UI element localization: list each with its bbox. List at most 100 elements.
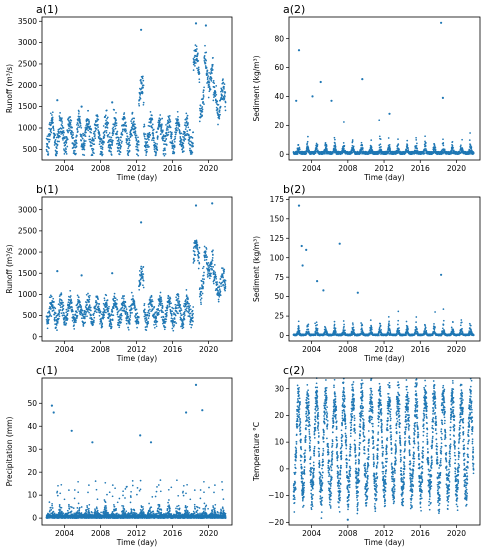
data-point bbox=[52, 129, 55, 131]
data-point bbox=[224, 101, 227, 104]
data-point bbox=[135, 145, 137, 148]
data-point bbox=[68, 303, 71, 306]
data-point bbox=[50, 315, 53, 317]
data-point bbox=[190, 150, 193, 152]
data-point bbox=[90, 314, 92, 317]
data-point bbox=[207, 262, 210, 264]
data-point bbox=[175, 124, 178, 127]
data-point bbox=[197, 259, 199, 262]
data-point bbox=[70, 133, 73, 136]
data-point bbox=[94, 137, 97, 140]
data-point bbox=[211, 67, 213, 69]
data-point bbox=[124, 128, 127, 131]
panel-a(1): 2004 2008 2012 2016 202050010001500200025003… bbox=[5, 3, 233, 182]
data-point bbox=[196, 247, 199, 249]
data-point bbox=[68, 124, 71, 126]
data-point bbox=[211, 259, 214, 262]
data-point bbox=[297, 49, 301, 52]
data-point bbox=[111, 143, 114, 145]
data-point bbox=[224, 105, 226, 108]
data-point bbox=[297, 320, 300, 323]
data-point bbox=[193, 257, 195, 260]
data-point bbox=[71, 306, 73, 308]
data-point bbox=[177, 119, 180, 121]
data-point bbox=[176, 110, 179, 113]
data-point bbox=[116, 313, 119, 316]
data-point bbox=[135, 138, 138, 141]
data-point bbox=[166, 133, 168, 136]
data-point bbox=[208, 81, 211, 84]
data-point bbox=[153, 150, 156, 153]
data-point bbox=[65, 151, 68, 153]
data-point bbox=[206, 276, 209, 278]
data-point bbox=[151, 305, 154, 307]
data-point bbox=[154, 323, 157, 326]
data-point bbox=[415, 144, 418, 147]
data-point bbox=[212, 249, 214, 252]
data-point bbox=[75, 321, 77, 323]
data-point bbox=[218, 115, 221, 118]
data-point bbox=[213, 82, 216, 85]
data-point bbox=[55, 136, 58, 139]
data-point bbox=[196, 54, 199, 56]
data-point bbox=[180, 138, 183, 141]
data-point bbox=[216, 111, 219, 113]
data-point bbox=[126, 312, 129, 314]
data-point bbox=[164, 149, 166, 151]
data-point bbox=[81, 136, 83, 138]
panel-title: a(1) bbox=[36, 3, 58, 16]
data-point bbox=[93, 133, 96, 135]
data-point bbox=[361, 147, 364, 150]
data-point bbox=[89, 138, 92, 141]
data-point bbox=[139, 97, 142, 100]
data-point bbox=[211, 250, 214, 253]
data-point bbox=[127, 315, 130, 318]
data-point bbox=[83, 146, 85, 149]
data-point bbox=[128, 150, 131, 152]
data-point bbox=[203, 55, 206, 57]
data-point bbox=[194, 44, 197, 46]
data-point bbox=[159, 291, 162, 294]
data-point bbox=[72, 133, 74, 136]
data-point bbox=[90, 128, 93, 131]
data-point bbox=[170, 302, 172, 305]
data-point bbox=[219, 290, 222, 293]
data-point bbox=[80, 133, 83, 136]
data-point bbox=[165, 314, 168, 316]
data-point bbox=[210, 80, 213, 82]
data-point bbox=[74, 313, 77, 316]
data-point bbox=[203, 245, 206, 248]
data-point bbox=[194, 22, 198, 25]
data-point bbox=[193, 56, 196, 59]
data-point bbox=[213, 86, 216, 88]
data-point bbox=[215, 277, 218, 280]
data-point bbox=[223, 88, 225, 90]
data-point bbox=[122, 128, 124, 131]
data-point bbox=[80, 105, 83, 108]
data-point bbox=[154, 144, 157, 147]
data-point bbox=[192, 142, 194, 145]
data-point bbox=[55, 326, 57, 329]
data-point bbox=[107, 316, 110, 319]
data-point bbox=[177, 294, 180, 296]
y-tick-label: 3000 bbox=[18, 205, 37, 214]
data-point bbox=[184, 122, 187, 124]
data-point bbox=[212, 93, 215, 96]
data-point bbox=[189, 147, 191, 150]
data-point bbox=[149, 134, 152, 136]
data-point bbox=[158, 117, 161, 120]
data-point bbox=[98, 314, 101, 317]
data-point bbox=[87, 118, 90, 121]
data-point bbox=[87, 129, 90, 132]
data-point bbox=[82, 325, 85, 327]
data-point bbox=[200, 294, 203, 297]
data-point bbox=[149, 308, 151, 311]
data-point bbox=[91, 318, 94, 321]
data-point bbox=[125, 141, 128, 144]
data-point bbox=[162, 137, 165, 140]
data-point bbox=[182, 146, 185, 149]
data-point bbox=[110, 147, 113, 150]
data-point bbox=[88, 298, 91, 301]
data-point bbox=[108, 136, 111, 138]
data-point bbox=[424, 145, 427, 147]
